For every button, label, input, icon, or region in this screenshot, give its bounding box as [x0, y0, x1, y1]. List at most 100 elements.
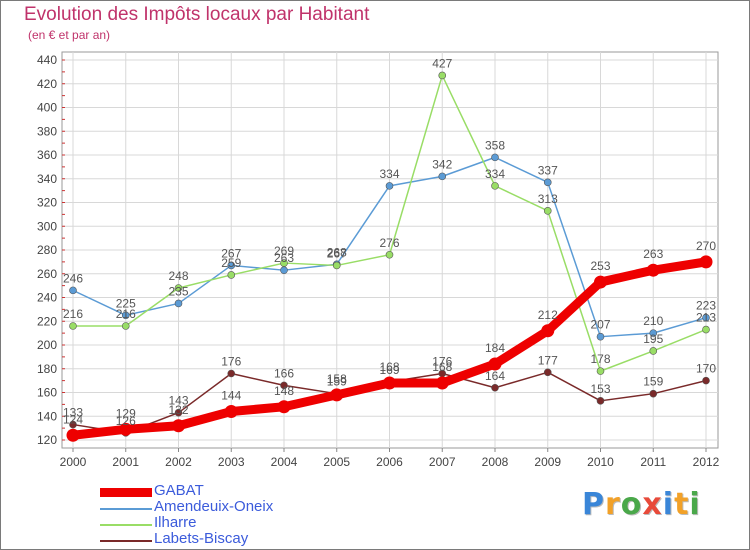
data-label: 216 — [116, 307, 136, 321]
data-point — [383, 376, 396, 390]
data-point — [649, 389, 658, 398]
data-point — [543, 207, 552, 215]
data-label: 158 — [327, 372, 347, 386]
logo-letter: t — [674, 487, 690, 522]
y-tick-label: 380 — [37, 124, 57, 138]
legend-swatch — [100, 488, 152, 497]
data-label: 248 — [168, 269, 188, 283]
y-tick-label: 280 — [37, 243, 57, 257]
data-label: 427 — [432, 56, 452, 70]
data-label: 184 — [485, 341, 505, 355]
data-label: 267 — [327, 246, 347, 260]
y-tick-label: 160 — [37, 386, 57, 400]
y-tick-label: 300 — [37, 219, 57, 233]
data-label: 235 — [168, 284, 188, 298]
data-label: 334 — [485, 167, 505, 181]
data-point — [280, 259, 288, 267]
data-label: 144 — [221, 389, 241, 403]
data-point — [385, 182, 394, 190]
data-point — [702, 313, 710, 322]
data-point — [227, 271, 236, 279]
data-label: 263 — [643, 247, 663, 261]
data-label: 168 — [379, 360, 399, 374]
data-label: 263 — [274, 251, 294, 265]
data-label: 313 — [538, 192, 558, 206]
data-label: 213 — [696, 311, 716, 325]
data-point — [280, 381, 288, 390]
data-label: 269 — [274, 244, 294, 258]
data-point — [438, 71, 447, 80]
data-label: 124 — [63, 412, 83, 426]
data-label: 210 — [643, 314, 663, 328]
logo-letter: o — [620, 487, 643, 522]
series-ilharre — [69, 71, 710, 375]
data-point — [172, 419, 185, 433]
y-tick-label: 240 — [37, 291, 57, 305]
data-point — [174, 284, 183, 292]
data-point — [224, 405, 238, 418]
data-point — [385, 250, 394, 259]
data-label: 268 — [327, 245, 347, 259]
x-tick-label: 2002 — [165, 455, 192, 469]
logo-letter: r — [605, 487, 621, 522]
data-point — [66, 428, 80, 442]
data-label: 267 — [221, 246, 241, 260]
data-label: 270 — [696, 239, 716, 253]
legend-label: GABAT — [154, 482, 204, 499]
x-tick-label: 2008 — [482, 455, 509, 469]
y-tick-label: 360 — [37, 148, 57, 162]
x-tick-label: 2007 — [429, 455, 456, 469]
data-label: 177 — [538, 353, 558, 367]
data-label: 225 — [116, 296, 136, 310]
x-tick-label: 2000 — [60, 455, 87, 469]
data-point — [596, 397, 605, 405]
x-tick-label: 2010 — [587, 455, 614, 469]
data-label: 334 — [379, 167, 399, 181]
y-tick-label: 420 — [37, 77, 57, 91]
data-label: 176 — [221, 355, 241, 369]
data-point — [649, 347, 658, 355]
data-point — [594, 275, 607, 289]
data-point — [277, 400, 291, 414]
data-point — [699, 255, 713, 269]
legend-swatch — [100, 540, 152, 542]
x-tick-label: 2011 — [640, 455, 666, 469]
data-label: 358 — [485, 138, 505, 152]
data-label: 276 — [379, 236, 399, 250]
data-label: 148 — [274, 384, 294, 398]
data-point — [596, 332, 605, 341]
data-point — [649, 329, 658, 337]
data-label: 143 — [168, 394, 188, 408]
data-point — [119, 422, 133, 436]
data-label: 223 — [696, 299, 716, 313]
data-point — [227, 261, 236, 270]
series-gabat — [66, 255, 713, 442]
data-point — [121, 311, 130, 320]
x-tick-label: 2003 — [218, 455, 245, 469]
data-point — [543, 178, 552, 187]
legend-label: Ilharre — [154, 514, 197, 531]
data-point — [541, 324, 555, 338]
y-tick-label: 440 — [37, 53, 57, 67]
data-point — [543, 368, 552, 377]
legend-label: Labets-Biscay — [154, 530, 249, 547]
logo-letter: x — [642, 487, 663, 522]
data-label: 207 — [590, 318, 610, 332]
data-label: 253 — [590, 259, 610, 273]
data-label: 216 — [63, 307, 83, 321]
data-label: 342 — [432, 157, 452, 171]
data-point — [491, 182, 499, 190]
data-label: 126 — [116, 414, 136, 428]
data-point — [332, 261, 341, 270]
data-label: 164 — [485, 369, 505, 383]
logo-letter: P — [582, 487, 605, 522]
data-point — [646, 263, 660, 277]
data-point — [69, 420, 77, 429]
data-label: 153 — [590, 382, 610, 396]
data-label: 133 — [63, 406, 83, 420]
data-label: 159 — [327, 375, 347, 389]
y-tick-label: 200 — [37, 338, 57, 352]
legend-swatch — [100, 524, 152, 526]
y-tick-label: 340 — [37, 172, 57, 186]
y-tick-label: 140 — [37, 409, 57, 423]
